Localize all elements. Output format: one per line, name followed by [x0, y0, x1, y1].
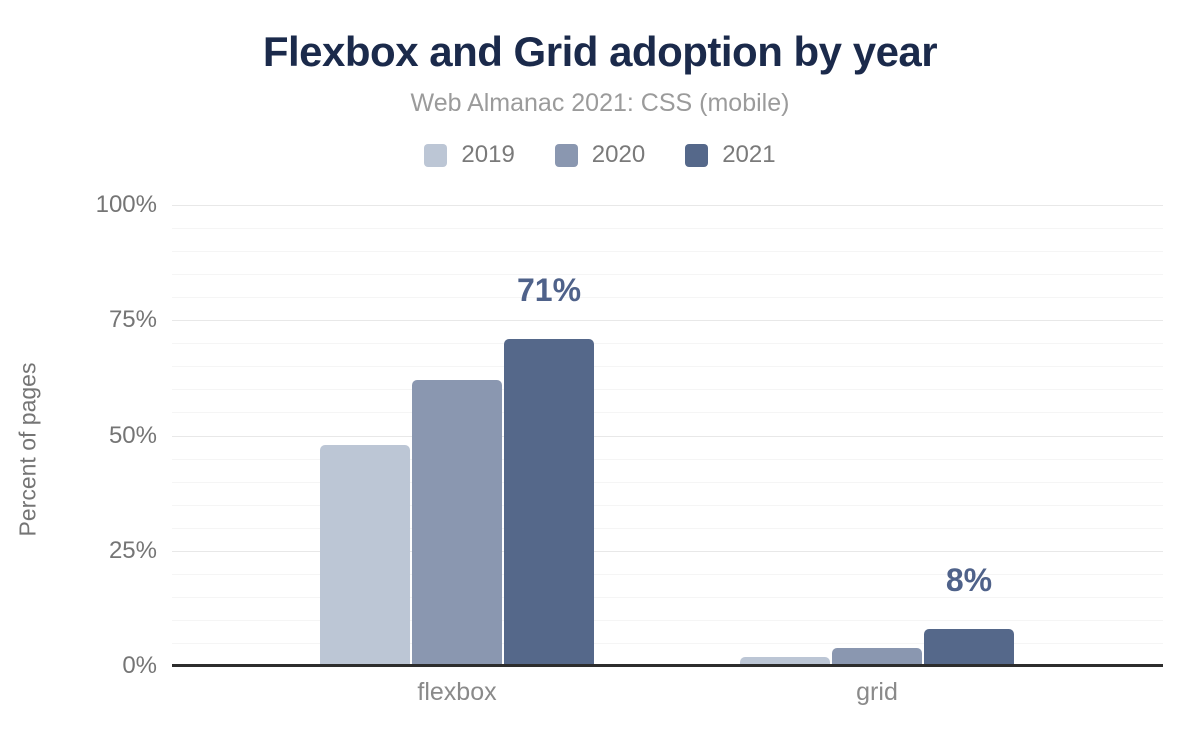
y-tick-label: 50% [108, 421, 157, 449]
x-tick-label: grid [856, 678, 898, 706]
legend-label: 2021 [722, 141, 776, 168]
legend-label: 2019 [461, 141, 515, 168]
gridline-minor [172, 412, 1163, 413]
legend-item-2020: 2020 [554, 141, 646, 169]
gridline-minor [172, 574, 1163, 575]
gridline-major [172, 551, 1163, 552]
data-label-grid: 8% [945, 562, 993, 599]
bar-flexbox-2020 [412, 380, 502, 666]
gridline-minor [172, 297, 1163, 298]
gridline-minor [172, 274, 1163, 275]
gridline-major [172, 436, 1163, 437]
bar-flexbox-2019 [320, 444, 410, 666]
gridline-minor [172, 643, 1163, 644]
y-axis-title: Percent of pages [14, 362, 41, 537]
bar-flexbox-2021 [504, 338, 594, 666]
legend-swatch [554, 143, 578, 167]
gridline-minor [172, 366, 1163, 367]
gridline-major [172, 205, 1163, 206]
legend: 2019 2020 2021 [0, 141, 1200, 169]
gridline-minor [172, 597, 1163, 598]
gridline-minor [172, 343, 1163, 344]
y-tick-label: 75% [108, 306, 157, 334]
legend-swatch [424, 143, 448, 167]
bar-grid-2021 [924, 629, 1014, 666]
gridline-minor [172, 528, 1163, 529]
legend-swatch [685, 143, 709, 167]
legend-item-2019: 2019 [424, 141, 515, 169]
chart-subtitle: Web Almanac 2021: CSS (mobile) [410, 89, 790, 117]
legend-label: 2020 [591, 141, 646, 168]
bar-grid-2019 [740, 656, 830, 666]
plot-area: 71% 8% [172, 205, 1163, 667]
y-tick-label: 25% [108, 536, 157, 564]
gridline-major [172, 320, 1163, 321]
gridline-minor [172, 505, 1163, 506]
x-tick-label: flexbox [417, 678, 497, 706]
gridline-minor [172, 251, 1163, 252]
gridline-minor [172, 228, 1163, 229]
gridline-minor [172, 482, 1163, 483]
chart-title: Flexbox and Grid adoption by year [262, 28, 938, 75]
y-tick-label: 100% [95, 191, 157, 218]
gridline-minor [172, 620, 1163, 621]
x-axis-line [172, 664, 1163, 667]
bar-grid-2020 [832, 647, 922, 666]
data-label-flexbox: 71% [516, 271, 582, 308]
gridline-minor [172, 459, 1163, 460]
gridline-minor [172, 389, 1163, 390]
legend-item-2021: 2021 [685, 141, 776, 169]
y-tick-label: 0% [122, 652, 157, 679]
